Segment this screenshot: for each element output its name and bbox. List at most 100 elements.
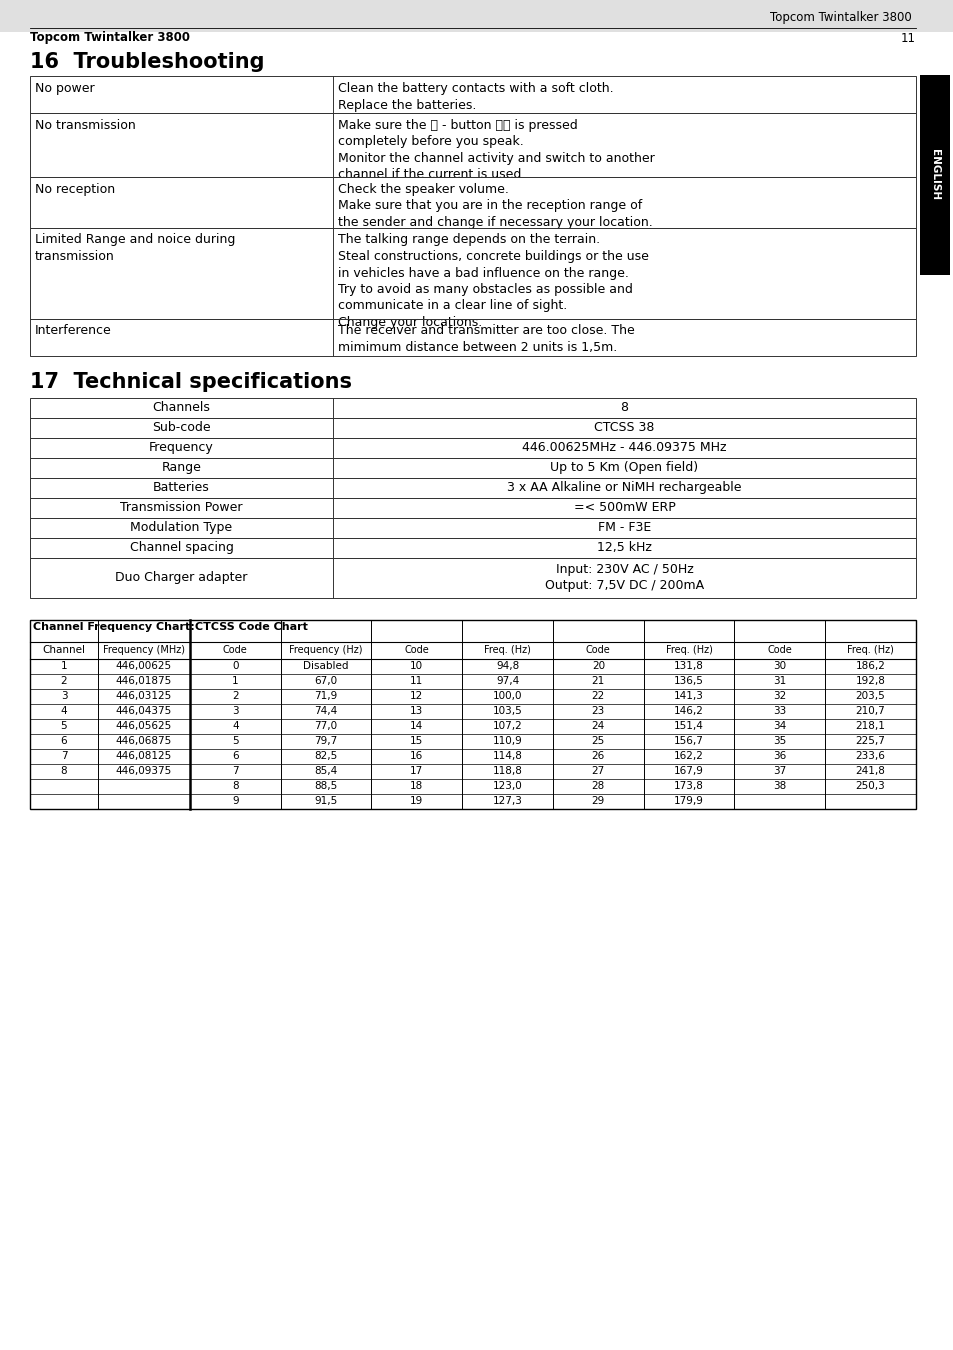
Text: No power: No power xyxy=(35,82,94,94)
Text: ENGLISH: ENGLISH xyxy=(929,150,939,201)
Text: 446,05625: 446,05625 xyxy=(115,721,172,730)
Text: 162,2: 162,2 xyxy=(674,751,703,761)
Text: 11: 11 xyxy=(900,31,915,45)
Bar xyxy=(30,558,915,598)
Bar xyxy=(30,478,915,498)
Text: No reception: No reception xyxy=(35,184,115,196)
Text: 192,8: 192,8 xyxy=(855,676,884,686)
Text: Limited Range and noice during
transmission: Limited Range and noice during transmiss… xyxy=(35,234,235,263)
Text: 12,5 kHz: 12,5 kHz xyxy=(597,541,651,554)
Text: The talking range depends on the terrain.
Steal constructions, concrete building: The talking range depends on the terrain… xyxy=(337,234,648,329)
Text: 4: 4 xyxy=(61,706,68,716)
Text: 79,7: 79,7 xyxy=(314,736,337,747)
Text: FM - F3E: FM - F3E xyxy=(598,521,651,535)
Text: 71,9: 71,9 xyxy=(314,691,337,701)
Text: 22: 22 xyxy=(591,691,604,701)
Text: 94,8: 94,8 xyxy=(496,662,518,671)
Text: Sub-code: Sub-code xyxy=(152,421,211,433)
Text: 210,7: 210,7 xyxy=(855,706,884,716)
Text: 2: 2 xyxy=(232,691,238,701)
Text: 100,0: 100,0 xyxy=(493,691,522,701)
Text: 4: 4 xyxy=(232,721,238,730)
Bar xyxy=(30,620,915,809)
Text: 446,04375: 446,04375 xyxy=(115,706,172,716)
Text: Code: Code xyxy=(767,645,791,655)
Text: Frequency (Hz): Frequency (Hz) xyxy=(289,645,362,655)
Text: 446,08125: 446,08125 xyxy=(115,751,172,761)
Text: 179,9: 179,9 xyxy=(674,796,703,806)
Text: 36: 36 xyxy=(773,751,785,761)
Text: No transmission: No transmission xyxy=(35,119,135,132)
Text: =< 500mW ERP: =< 500mW ERP xyxy=(573,501,675,514)
Text: 37: 37 xyxy=(773,765,785,776)
Text: Clean the battery contacts with a soft cloth.
Replace the batteries.: Clean the battery contacts with a soft c… xyxy=(337,82,613,112)
Text: 151,4: 151,4 xyxy=(674,721,703,730)
Text: 6: 6 xyxy=(232,751,238,761)
Text: 131,8: 131,8 xyxy=(674,662,703,671)
Text: 67,0: 67,0 xyxy=(314,676,337,686)
Text: 446,03125: 446,03125 xyxy=(115,691,172,701)
Text: 8: 8 xyxy=(232,782,238,791)
Bar xyxy=(30,76,915,113)
Text: 3: 3 xyxy=(61,691,68,701)
Text: 33: 33 xyxy=(773,706,785,716)
Text: Duo Charger adapter: Duo Charger adapter xyxy=(115,571,248,585)
Bar xyxy=(30,458,915,478)
Text: 82,5: 82,5 xyxy=(314,751,337,761)
Bar xyxy=(30,417,915,437)
Text: Topcom Twintalker 3800: Topcom Twintalker 3800 xyxy=(769,11,911,24)
Text: 156,7: 156,7 xyxy=(674,736,703,747)
Text: 8: 8 xyxy=(619,401,628,414)
Text: Code: Code xyxy=(223,645,248,655)
Text: 173,8: 173,8 xyxy=(674,782,703,791)
Text: 118,8: 118,8 xyxy=(492,765,522,776)
Text: Topcom Twintalker 3800: Topcom Twintalker 3800 xyxy=(30,31,190,45)
Bar xyxy=(30,177,915,228)
Text: 110,9: 110,9 xyxy=(493,736,522,747)
Bar xyxy=(30,113,915,177)
Text: 203,5: 203,5 xyxy=(855,691,884,701)
Text: Channels: Channels xyxy=(152,401,211,414)
Text: Range: Range xyxy=(161,460,201,474)
Text: 16  Troubleshooting: 16 Troubleshooting xyxy=(30,53,264,72)
Text: 34: 34 xyxy=(773,721,785,730)
Text: Channel: Channel xyxy=(43,645,86,655)
Text: 17: 17 xyxy=(410,765,423,776)
Text: 446,06875: 446,06875 xyxy=(115,736,172,747)
Text: 167,9: 167,9 xyxy=(674,765,703,776)
Text: 0: 0 xyxy=(232,662,238,671)
Text: Batteries: Batteries xyxy=(153,481,210,494)
Text: 2: 2 xyxy=(61,676,68,686)
Text: Channel spacing: Channel spacing xyxy=(130,541,233,554)
Text: 10: 10 xyxy=(410,662,423,671)
Text: 30: 30 xyxy=(773,662,785,671)
Text: Code: Code xyxy=(404,645,429,655)
Bar xyxy=(0,0,953,32)
Text: 186,2: 186,2 xyxy=(855,662,884,671)
Text: 23: 23 xyxy=(591,706,604,716)
Text: CTCSS Code Chart: CTCSS Code Chart xyxy=(194,622,308,633)
Text: Freq. (Hz): Freq. (Hz) xyxy=(846,645,893,655)
Text: Freq. (Hz): Freq. (Hz) xyxy=(665,645,712,655)
Text: 31: 31 xyxy=(773,676,785,686)
Text: Up to 5 Km (Open field): Up to 5 Km (Open field) xyxy=(550,460,698,474)
Text: Input: 230V AC / 50Hz
Output: 7,5V DC / 200mA: Input: 230V AC / 50Hz Output: 7,5V DC / … xyxy=(544,563,703,593)
Text: Freq. (Hz): Freq. (Hz) xyxy=(484,645,531,655)
Text: 16: 16 xyxy=(410,751,423,761)
Text: 233,6: 233,6 xyxy=(855,751,884,761)
Text: 11: 11 xyxy=(410,676,423,686)
Text: Frequency: Frequency xyxy=(149,441,213,454)
Text: Modulation Type: Modulation Type xyxy=(131,521,233,535)
Text: 250,3: 250,3 xyxy=(855,782,884,791)
Text: 8: 8 xyxy=(61,765,68,776)
Text: 32: 32 xyxy=(773,691,785,701)
Text: 91,5: 91,5 xyxy=(314,796,337,806)
Text: 446,01875: 446,01875 xyxy=(115,676,172,686)
Text: Interference: Interference xyxy=(35,324,112,338)
Text: 19: 19 xyxy=(410,796,423,806)
Text: 7: 7 xyxy=(61,751,68,761)
Text: 97,4: 97,4 xyxy=(496,676,518,686)
Text: Frequency (MHz): Frequency (MHz) xyxy=(103,645,185,655)
Text: 24: 24 xyxy=(591,721,604,730)
Text: 17  Technical specifications: 17 Technical specifications xyxy=(30,371,352,392)
